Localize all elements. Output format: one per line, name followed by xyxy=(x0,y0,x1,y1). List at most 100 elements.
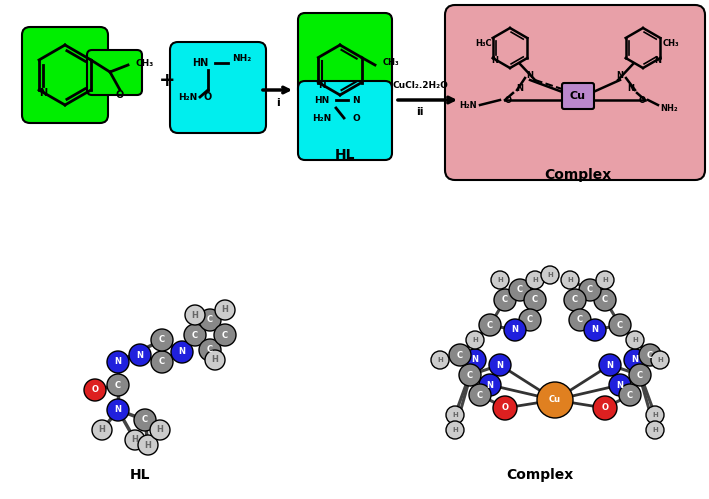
Circle shape xyxy=(489,354,511,376)
Circle shape xyxy=(199,339,221,361)
Circle shape xyxy=(651,351,669,369)
Circle shape xyxy=(107,399,129,421)
Circle shape xyxy=(537,382,573,418)
Text: C: C xyxy=(467,370,473,380)
Circle shape xyxy=(107,374,129,396)
Text: N: N xyxy=(516,83,523,92)
Circle shape xyxy=(446,406,464,424)
Text: NH₂: NH₂ xyxy=(660,103,678,112)
Circle shape xyxy=(593,396,617,420)
Text: C: C xyxy=(602,295,608,304)
Text: N: N xyxy=(511,325,518,334)
Text: i: i xyxy=(276,98,280,108)
Text: O: O xyxy=(601,404,608,413)
Text: C: C xyxy=(617,320,623,329)
Circle shape xyxy=(479,374,501,396)
Circle shape xyxy=(469,384,491,406)
Text: N: N xyxy=(352,95,359,104)
Text: H: H xyxy=(437,357,443,363)
Circle shape xyxy=(646,406,664,424)
Text: C: C xyxy=(487,320,493,329)
Circle shape xyxy=(84,379,106,401)
Circle shape xyxy=(107,351,129,373)
Text: C: C xyxy=(647,350,653,359)
Circle shape xyxy=(646,421,664,439)
Circle shape xyxy=(584,319,606,341)
Circle shape xyxy=(151,329,173,351)
Text: C: C xyxy=(159,335,165,344)
Text: H: H xyxy=(497,277,503,283)
Text: N: N xyxy=(486,381,493,390)
Text: N: N xyxy=(471,355,479,364)
Text: N: N xyxy=(179,347,186,356)
Circle shape xyxy=(619,384,641,406)
Text: H₂N: H₂N xyxy=(179,92,198,101)
Text: C: C xyxy=(457,350,463,359)
Text: N: N xyxy=(617,70,623,79)
Circle shape xyxy=(214,324,236,346)
Text: H₃C: H₃C xyxy=(475,38,492,47)
Circle shape xyxy=(493,396,517,420)
Circle shape xyxy=(599,354,621,376)
Text: CH₃: CH₃ xyxy=(663,38,680,47)
Text: HL: HL xyxy=(130,468,150,482)
Text: O: O xyxy=(116,90,124,100)
Circle shape xyxy=(205,350,225,370)
Text: N: N xyxy=(137,350,143,359)
Text: N: N xyxy=(591,325,598,334)
Circle shape xyxy=(184,324,206,346)
Circle shape xyxy=(561,271,579,289)
Text: N: N xyxy=(617,381,623,390)
Text: C: C xyxy=(637,370,643,380)
Circle shape xyxy=(459,364,481,386)
Circle shape xyxy=(509,279,531,301)
Circle shape xyxy=(626,331,644,349)
Circle shape xyxy=(171,341,193,363)
Text: N: N xyxy=(654,55,661,64)
Text: CuCl₂.2H₂O: CuCl₂.2H₂O xyxy=(392,80,448,89)
Text: N: N xyxy=(606,360,613,369)
FancyBboxPatch shape xyxy=(562,83,594,109)
Text: H: H xyxy=(532,277,538,283)
Text: O: O xyxy=(505,95,511,104)
Circle shape xyxy=(629,364,651,386)
Circle shape xyxy=(431,351,449,369)
FancyBboxPatch shape xyxy=(87,50,142,95)
Circle shape xyxy=(639,344,661,366)
Circle shape xyxy=(541,266,559,284)
Circle shape xyxy=(129,344,151,366)
Text: H: H xyxy=(99,426,106,435)
Text: N: N xyxy=(318,80,326,89)
Text: C: C xyxy=(222,330,228,339)
Text: N: N xyxy=(627,83,635,92)
Text: Complex: Complex xyxy=(545,168,612,182)
Circle shape xyxy=(491,271,509,289)
Circle shape xyxy=(464,349,486,371)
Text: H: H xyxy=(547,272,553,278)
Circle shape xyxy=(215,300,235,320)
Text: H: H xyxy=(602,277,608,283)
Text: +: + xyxy=(159,70,175,89)
Text: CH₃: CH₃ xyxy=(383,57,400,66)
Circle shape xyxy=(479,314,501,336)
Text: N: N xyxy=(114,406,121,415)
Text: ii: ii xyxy=(416,107,424,117)
Text: H: H xyxy=(567,277,573,283)
Text: N: N xyxy=(496,360,503,369)
Text: C: C xyxy=(142,416,148,425)
Text: N: N xyxy=(632,355,639,364)
FancyBboxPatch shape xyxy=(298,13,392,97)
Circle shape xyxy=(151,351,173,373)
Circle shape xyxy=(624,349,646,371)
Circle shape xyxy=(466,331,484,349)
Text: C: C xyxy=(207,345,213,354)
Text: H: H xyxy=(191,310,199,319)
Text: HN: HN xyxy=(314,95,330,104)
Circle shape xyxy=(504,319,526,341)
Circle shape xyxy=(150,420,170,440)
Circle shape xyxy=(494,289,516,311)
Text: H: H xyxy=(452,412,458,418)
Text: O: O xyxy=(352,113,360,122)
Text: C: C xyxy=(207,315,213,324)
Circle shape xyxy=(185,305,205,325)
